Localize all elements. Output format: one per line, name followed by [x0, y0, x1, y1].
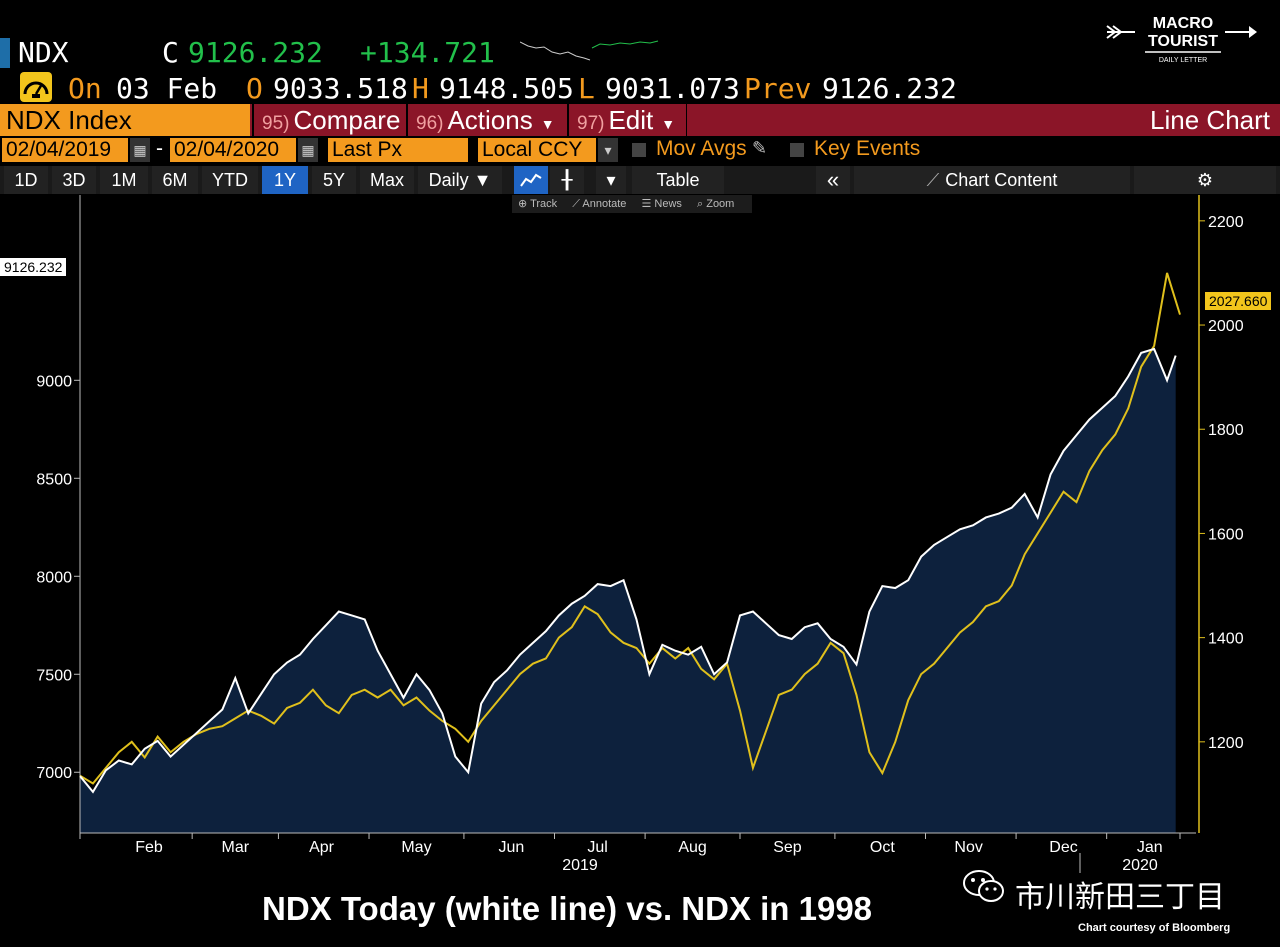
end-date-field[interactable]: 02/04/2020 [170, 138, 296, 162]
ticker-accent-bar [0, 38, 10, 68]
right-tick-label: 1200 [1208, 735, 1244, 752]
on-label: On [68, 72, 102, 105]
open-value: 9033.518 [273, 72, 408, 105]
watermark-text: 市川新田三丁目 [1015, 881, 1225, 914]
x-tick-label: Jul [587, 839, 607, 856]
low-label: L [578, 72, 595, 105]
left-tick-label: 7000 [36, 765, 72, 782]
low-value: 9031.073 [605, 72, 740, 105]
left-tick-label: 8500 [36, 471, 72, 488]
key-events-checkbox[interactable] [790, 143, 804, 157]
pencil-icon[interactable]: ✎ [752, 138, 768, 158]
series-line-today [79, 347, 1177, 794]
chart-type-label[interactable]: Line Chart [1150, 105, 1270, 135]
annotate-tool[interactable]: ⟋ Annotate [572, 198, 627, 210]
track-tool[interactable]: ⊕ Track [518, 198, 558, 210]
date-range-dash: - [156, 137, 163, 160]
chart-caption: NDX Today (white line) vs. NDX in 1998 [262, 890, 873, 927]
x-tick-label: May [401, 839, 431, 856]
last-value-flag-right: 2027.660 [1205, 292, 1272, 310]
security-field[interactable]: NDX Index [0, 104, 250, 136]
compare-button[interactable]: 95) Compare [252, 104, 404, 136]
x-tick-label: Jun [498, 839, 524, 856]
series-line-1998 [79, 272, 1181, 785]
toolbar-divider [686, 104, 687, 136]
sparkline [520, 40, 659, 61]
calendar-icon[interactable]: ▦ [130, 138, 150, 162]
right-tick-label: 2000 [1208, 318, 1244, 335]
key-events-label[interactable]: Key Events [814, 137, 921, 160]
macro-tourist-logo: MACRO TOURIST DAILY LETTER [1106, 15, 1257, 64]
wechat-icon [963, 870, 1004, 902]
period-3d[interactable]: 3D [52, 166, 96, 194]
period-max[interactable]: Max [360, 166, 414, 194]
zoom-tool[interactable]: ⌕ Zoom [697, 198, 735, 210]
open-label: O [246, 72, 263, 105]
svg-text:MACRO: MACRO [1153, 15, 1213, 32]
mov-avgs-checkbox[interactable] [632, 143, 646, 157]
x-tick-label: Nov [954, 839, 982, 856]
period-ytd[interactable]: YTD [202, 166, 258, 194]
x-tick-label: Feb [135, 839, 163, 856]
prev-value: 9126.232 [822, 72, 957, 105]
area-fill [80, 348, 1176, 833]
line-chart[interactable]: 7000 7500 8000 8500 9000 1200 1400 1600 1800 2000… [0, 195, 1280, 880]
right-tick-label: 1800 [1208, 422, 1244, 439]
ohlc-row: On 03 Feb O 9033.518 H 9148.505 L 9031.0… [0, 72, 1000, 106]
x-tick-label: Mar [222, 839, 250, 856]
chevron-down-icon[interactable]: ▾ [598, 138, 618, 162]
field-select[interactable]: Last Px [328, 138, 468, 162]
x-tick-label: Dec [1049, 839, 1077, 856]
x-tick-label: Sep [773, 839, 802, 856]
frequency-select[interactable]: Daily ▼ [418, 166, 502, 194]
right-tick-label: 1400 [1208, 631, 1244, 648]
chart-tools: ⊕ Track ⟋ Annotate ☰ News ⌕ Zoom [512, 195, 752, 213]
table-button[interactable]: Table [632, 166, 724, 194]
ticker-row: NDX C 9126.232 +134.721 [0, 36, 1080, 72]
gauge-icon[interactable] [20, 72, 52, 102]
line-chart-icon[interactable] [514, 166, 548, 194]
chevron-down-icon[interactable]: ▾ [596, 166, 626, 194]
close-label: C [162, 36, 179, 69]
gear-icon[interactable]: ⚙ [1134, 166, 1276, 194]
right-tick-label: 1600 [1208, 526, 1244, 543]
quote-date: 03 Feb [116, 72, 218, 105]
x-tick-label: Jan [1137, 839, 1163, 856]
bar-chart-icon[interactable]: ╂ [550, 166, 584, 194]
period-5y[interactable]: 5Y [312, 166, 356, 194]
period-6m[interactable]: 6M [152, 166, 198, 194]
year-label: 2019 [562, 857, 598, 874]
right-tick-label: 2200 [1208, 214, 1244, 231]
collapse-icon[interactable]: « [816, 166, 850, 194]
last-price: 9126.232 [188, 36, 323, 69]
x-tick-label: Aug [678, 839, 706, 856]
prev-label: Prev [744, 72, 812, 105]
news-tool[interactable]: ☰ News [641, 198, 682, 210]
actions-menu[interactable]: 96) Actions ▼ [406, 104, 566, 136]
ticker-symbol: NDX [18, 36, 69, 69]
period-1y[interactable]: 1Y [262, 166, 308, 194]
source-credit: Chart courtesy of Bloomberg [1078, 922, 1231, 934]
chart-content-button[interactable]: ⟋ Chart Content [854, 166, 1130, 194]
high-value: 9148.505 [439, 72, 574, 105]
start-date-field[interactable]: 02/04/2019 [2, 138, 128, 162]
period-1d[interactable]: 1D [4, 166, 48, 194]
year-label: 2020 [1122, 857, 1158, 874]
x-tick-label: Apr [309, 839, 335, 856]
x-tick-label: Oct [870, 839, 895, 856]
left-tick-label: 7500 [36, 667, 72, 684]
currency-select[interactable]: Local CCY [478, 138, 596, 162]
left-tick-label: 9000 [36, 373, 72, 390]
last-value-flag-left: 9126.232 [0, 258, 67, 276]
period-1m[interactable]: 1M [100, 166, 148, 194]
price-change: +134.721 [360, 36, 495, 69]
svg-text:DAILY LETTER: DAILY LETTER [1159, 57, 1207, 64]
mov-avgs-label[interactable]: Mov Avgs [656, 137, 747, 160]
high-label: H [412, 72, 429, 105]
calendar-icon[interactable]: ▦ [298, 138, 318, 162]
left-tick-label: 8000 [36, 569, 72, 586]
edit-menu[interactable]: 97) Edit ▼ [567, 104, 685, 136]
svg-text:TOURIST: TOURIST [1148, 33, 1218, 50]
